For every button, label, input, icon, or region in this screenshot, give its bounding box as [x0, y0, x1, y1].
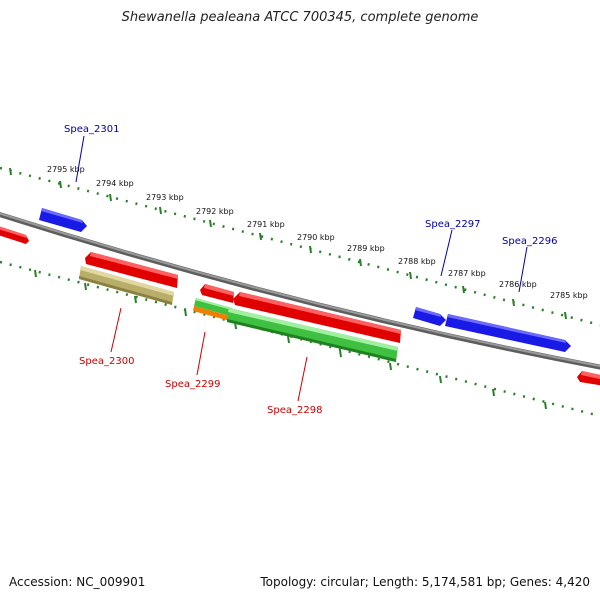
gene-label-spea-2299: Spea_2299 — [165, 379, 220, 390]
gene-red-right-edge[interactable] — [577, 371, 600, 386]
scale-labels: 2795 kbp 2794 kbp 2793 kbp 2792 kbp 2791… — [47, 165, 588, 300]
cds-spea-2300[interactable] — [79, 266, 174, 305]
gene-label-spea-2297: Spea_2297 — [425, 219, 480, 230]
gene-spea-2301[interactable] — [39, 208, 87, 232]
scale-label: 2786 kbp — [499, 280, 537, 289]
gene-spea-2297[interactable] — [413, 307, 446, 326]
scale-label: 2792 kbp — [196, 207, 234, 216]
genome-backbone — [0, 211, 600, 370]
scale-label: 2790 kbp — [297, 233, 335, 242]
scale-label: 2785 kbp — [550, 291, 588, 300]
gene-labels: Spea_2301 Spea_2297 Spea_2296 Spea_2300 … — [64, 124, 557, 416]
scale-label: 2789 kbp — [347, 244, 385, 253]
gene-label-spea-2296: Spea_2296 — [502, 236, 557, 247]
gene-red-left-edge[interactable] — [0, 226, 29, 244]
gene-spea-2300-upper[interactable] — [85, 252, 178, 288]
genome-title: Shewanella pealeana ATCC 700345, complet… — [121, 10, 479, 25]
cds-spea-2299-orange[interactable] — [193, 306, 231, 321]
scale-label: 2788 kbp — [398, 257, 436, 266]
gene-spea-2296[interactable] — [445, 314, 571, 352]
gene-label-spea-2300: Spea_2300 — [79, 356, 134, 367]
scale-label: 2795 kbp — [47, 165, 85, 174]
scale-label: 2794 kbp — [96, 179, 134, 188]
label-leaders — [75, 135, 528, 402]
upper-major-ticks — [9, 167, 567, 320]
cds-spea-2298[interactable] — [227, 308, 398, 362]
gene-label-spea-2301: Spea_2301 — [64, 124, 119, 135]
gene-label-spea-2298: Spea_2298 — [267, 405, 322, 416]
accession-text: Accession: NC_009901 — [9, 575, 146, 589]
genome-summary-text: Topology: circular; Length: 5,174,581 bp… — [260, 575, 590, 589]
gene-spea-2298-upper[interactable] — [233, 292, 401, 343]
upper-scale-track — [0, 166, 600, 327]
scale-label: 2793 kbp — [146, 193, 184, 202]
scale-label: 2791 kbp — [247, 220, 285, 229]
scale-label: 2787 kbp — [448, 269, 486, 278]
gene-spea-2299-upper[interactable] — [200, 284, 234, 303]
cds-spea-2299-green[interactable] — [194, 298, 232, 316]
